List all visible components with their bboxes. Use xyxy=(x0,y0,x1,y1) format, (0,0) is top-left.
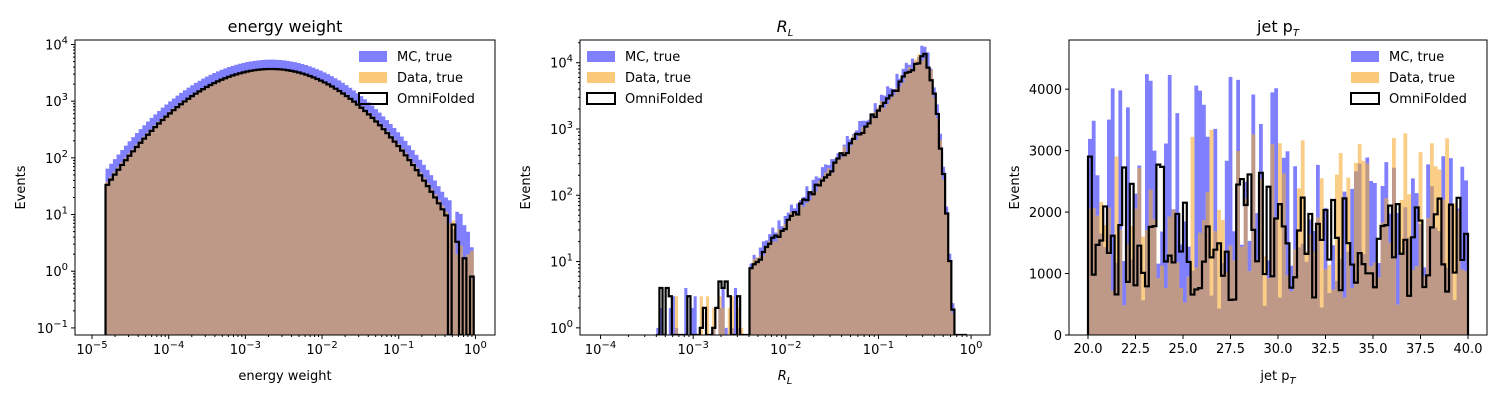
x-tick-label: 10−1 xyxy=(383,340,414,358)
plot-area xyxy=(656,45,967,335)
x-tick-label: 10−1 xyxy=(863,340,894,358)
y-tick-label: 100 xyxy=(550,319,573,337)
y-tick-label: 102 xyxy=(45,149,68,167)
legend-swatch xyxy=(359,51,387,62)
y-tick-label: 103 xyxy=(45,92,68,110)
x-tick-label: 37.5 xyxy=(1406,342,1435,357)
y-tick-label: 4000 xyxy=(1029,83,1062,98)
x-tick-label: 20.0 xyxy=(1074,342,1103,357)
legend-swatch xyxy=(587,51,615,62)
legend-label: OmniFolded xyxy=(1389,92,1467,107)
legend: MC, true Data, true OmniFolded xyxy=(358,50,475,107)
legend-label: Data, true xyxy=(397,71,463,86)
x-tick-label: 10−2 xyxy=(306,340,337,358)
y-tick-label: 1000 xyxy=(1029,268,1062,283)
x-tick-label: 25.0 xyxy=(1169,342,1198,357)
chart-title: energy weight xyxy=(228,17,343,36)
legend-label: MC, true xyxy=(625,50,680,65)
axes-frame xyxy=(579,39,991,336)
x-tick-label: 10−2 xyxy=(770,340,801,358)
panel-rl: 10−4 10−3 10−2 10−1 100 100 101 102 103 104 RL RL Ev… xyxy=(519,17,991,387)
x-tick-label: 35.0 xyxy=(1359,342,1388,357)
x-axis-label: RL xyxy=(778,369,793,387)
x-tick-label: 10−4 xyxy=(585,340,616,358)
legend: MC, true Data, true OmniFolded xyxy=(586,50,703,107)
y-axis-label: Events xyxy=(1008,165,1023,209)
panel-energy-weight: 10−5 10−4 10−3 10−2 10−1 100 10−1 100 101 102 103 1… xyxy=(14,17,496,384)
x-tick-label: 10−4 xyxy=(153,340,184,358)
legend-label: MC, true xyxy=(1389,50,1444,65)
legend-label: OmniFolded xyxy=(397,92,475,107)
chart-title: RL xyxy=(777,17,794,39)
hist-omnifolded xyxy=(104,67,475,335)
hist-omnifolded xyxy=(656,52,967,335)
x-tick-label: 10−5 xyxy=(76,340,107,358)
panel-jet-pt: 20.0 22.5 25.0 27.5 30.0 32.5 35.0 37.5 40.0 0 100… xyxy=(1008,17,1488,387)
x-tick-label: 27.5 xyxy=(1216,342,1245,357)
legend-label: MC, true xyxy=(397,50,452,65)
legend-swatch xyxy=(1351,51,1379,62)
y-tick-label: 102 xyxy=(550,186,573,204)
y-tick-label: 0 xyxy=(1054,329,1062,344)
chart-title: jet pT xyxy=(1256,17,1300,39)
x-tick-label: 10−3 xyxy=(678,340,709,358)
y-tick-label: 101 xyxy=(550,253,573,271)
y-tick-label: 103 xyxy=(550,120,573,138)
plot-area xyxy=(104,59,475,335)
y-tick-label: 104 xyxy=(550,54,573,72)
x-tick-label: 100 xyxy=(960,340,983,358)
x-tick-label: 10−3 xyxy=(230,340,261,358)
plot-area xyxy=(1086,74,1470,335)
legend-label: Data, true xyxy=(625,71,691,86)
x-tick-label: 22.5 xyxy=(1121,342,1150,357)
legend-swatch xyxy=(358,92,388,105)
legend-swatch xyxy=(586,92,616,105)
x-tick-label: 30.0 xyxy=(1264,342,1293,357)
y-tick-label: 10−1 xyxy=(37,319,68,337)
hist-overlap xyxy=(105,68,474,335)
y-tick-label: 2000 xyxy=(1029,206,1062,221)
y-tick-label: 104 xyxy=(45,35,68,53)
legend-label: OmniFolded xyxy=(625,92,703,107)
legend-swatch xyxy=(359,72,387,83)
y-tick-label: 100 xyxy=(45,262,68,280)
y-tick-label: 3000 xyxy=(1029,145,1062,160)
y-axis-label: Events xyxy=(14,165,29,209)
legend-swatch xyxy=(1350,92,1380,105)
x-tick-label: 100 xyxy=(464,340,487,358)
hist-omnifolded xyxy=(1086,155,1470,335)
legend-swatch xyxy=(1351,72,1379,83)
legend: MC, true Data, true OmniFolded xyxy=(1350,50,1467,107)
legend-label: Data, true xyxy=(1389,71,1455,86)
y-axis-label: Events xyxy=(519,165,534,209)
hist-overlap xyxy=(656,56,967,335)
x-tick-label: 32.5 xyxy=(1311,342,1340,357)
y-tick-label: 101 xyxy=(45,206,68,224)
x-axis-label: jet pT xyxy=(1259,369,1296,387)
x-tick-label: 40.0 xyxy=(1454,342,1483,357)
x-axis-label: energy weight xyxy=(238,369,331,384)
legend-swatch xyxy=(587,72,615,83)
